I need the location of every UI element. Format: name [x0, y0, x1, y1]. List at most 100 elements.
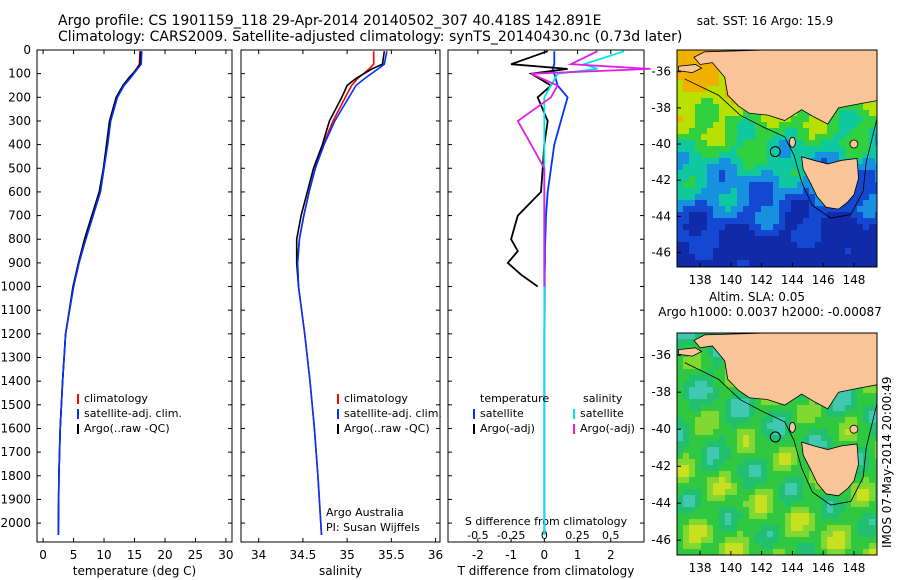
map-cell	[755, 537, 761, 543]
map-cell	[809, 188, 815, 194]
map-cell	[815, 489, 821, 495]
map-cell	[779, 206, 785, 212]
map-cell	[869, 519, 875, 525]
y-tick-label: 300	[8, 114, 31, 128]
map-cell	[869, 387, 875, 393]
map-cell	[815, 507, 821, 513]
map-cell	[791, 405, 797, 411]
map-cell	[839, 405, 845, 411]
map-cell	[683, 477, 689, 483]
map-cell	[701, 531, 707, 537]
map-cell	[719, 465, 725, 471]
map-cell	[851, 194, 857, 200]
map-x-tick-label: 138	[689, 561, 712, 575]
map-cell	[875, 194, 877, 200]
map-cell	[695, 423, 701, 429]
map-cell	[695, 86, 701, 92]
map-cell	[701, 158, 707, 164]
map-cell	[749, 495, 755, 501]
map-cell	[689, 224, 695, 230]
map-cell	[827, 495, 833, 501]
map-cell	[713, 465, 719, 471]
map-cell	[737, 447, 743, 453]
map-cell	[869, 230, 875, 236]
map-cell	[749, 200, 755, 206]
map-cell	[797, 140, 803, 146]
map-cell	[839, 525, 845, 531]
map-cell	[713, 170, 719, 176]
map-cell	[767, 242, 773, 248]
map-cell	[737, 399, 743, 405]
map-cell	[809, 483, 815, 489]
map-cell	[797, 146, 803, 152]
map-cell	[743, 170, 749, 176]
map-cell	[857, 188, 863, 194]
map-cell	[725, 254, 731, 260]
map-cell	[749, 543, 755, 549]
map-cell	[761, 128, 767, 134]
map-cell	[797, 230, 803, 236]
map-cell	[689, 164, 695, 170]
map-cell	[785, 501, 791, 507]
map-cell	[767, 146, 773, 152]
map-cell	[707, 411, 713, 417]
map-cell	[791, 447, 797, 453]
map-cell	[719, 375, 725, 381]
map-cell	[743, 230, 749, 236]
map-cell	[743, 471, 749, 477]
map-cell	[737, 254, 743, 260]
map-cell	[719, 513, 725, 519]
map-cell	[689, 56, 695, 62]
map-cell	[749, 170, 755, 176]
map-cell	[677, 531, 683, 537]
map-cell	[725, 110, 731, 116]
y-tick-label: 1800	[0, 469, 31, 483]
map-cell	[869, 411, 875, 417]
map-cell	[683, 531, 689, 537]
map-cell	[767, 254, 773, 260]
map-cell	[749, 176, 755, 182]
map-cell	[839, 260, 845, 266]
map-cell	[743, 236, 749, 242]
map-cell	[695, 525, 701, 531]
map-cell	[743, 152, 749, 158]
map-cell	[797, 399, 803, 405]
map-cell	[683, 381, 689, 387]
map-cell	[701, 254, 707, 260]
map-cell	[719, 122, 725, 128]
map-cell	[701, 74, 707, 80]
map-cell	[713, 122, 719, 128]
map-cell	[761, 122, 767, 128]
map-cell	[773, 495, 779, 501]
map-x-tick-label: 146	[812, 273, 835, 287]
map-cell	[719, 128, 725, 134]
y-tick-label: 1600	[0, 421, 31, 435]
map-cell	[821, 543, 827, 549]
map-cell	[689, 176, 695, 182]
map-cell	[689, 212, 695, 218]
map-cell	[725, 423, 731, 429]
map-cell	[791, 477, 797, 483]
x-tick-label: 5	[70, 548, 78, 562]
map-cell	[875, 212, 877, 218]
x-tick-label: 15	[127, 548, 142, 562]
map-cell	[875, 158, 877, 164]
map-cell	[833, 429, 839, 435]
map-cell	[875, 459, 877, 465]
map-cell	[719, 519, 725, 525]
map-cell	[731, 218, 737, 224]
map-cell	[815, 254, 821, 260]
map-cell	[869, 242, 875, 248]
map-cell	[869, 471, 875, 477]
map-cell	[827, 236, 833, 242]
map-cell	[833, 140, 839, 146]
y-tick-label: 0	[23, 43, 31, 57]
map-cell	[689, 80, 695, 86]
map-cell	[689, 242, 695, 248]
map-cell	[701, 495, 707, 501]
map-cell	[791, 134, 797, 140]
map-cell	[707, 435, 713, 441]
map-cell	[695, 116, 701, 122]
map-cell	[761, 224, 767, 230]
map-cell	[725, 393, 731, 399]
